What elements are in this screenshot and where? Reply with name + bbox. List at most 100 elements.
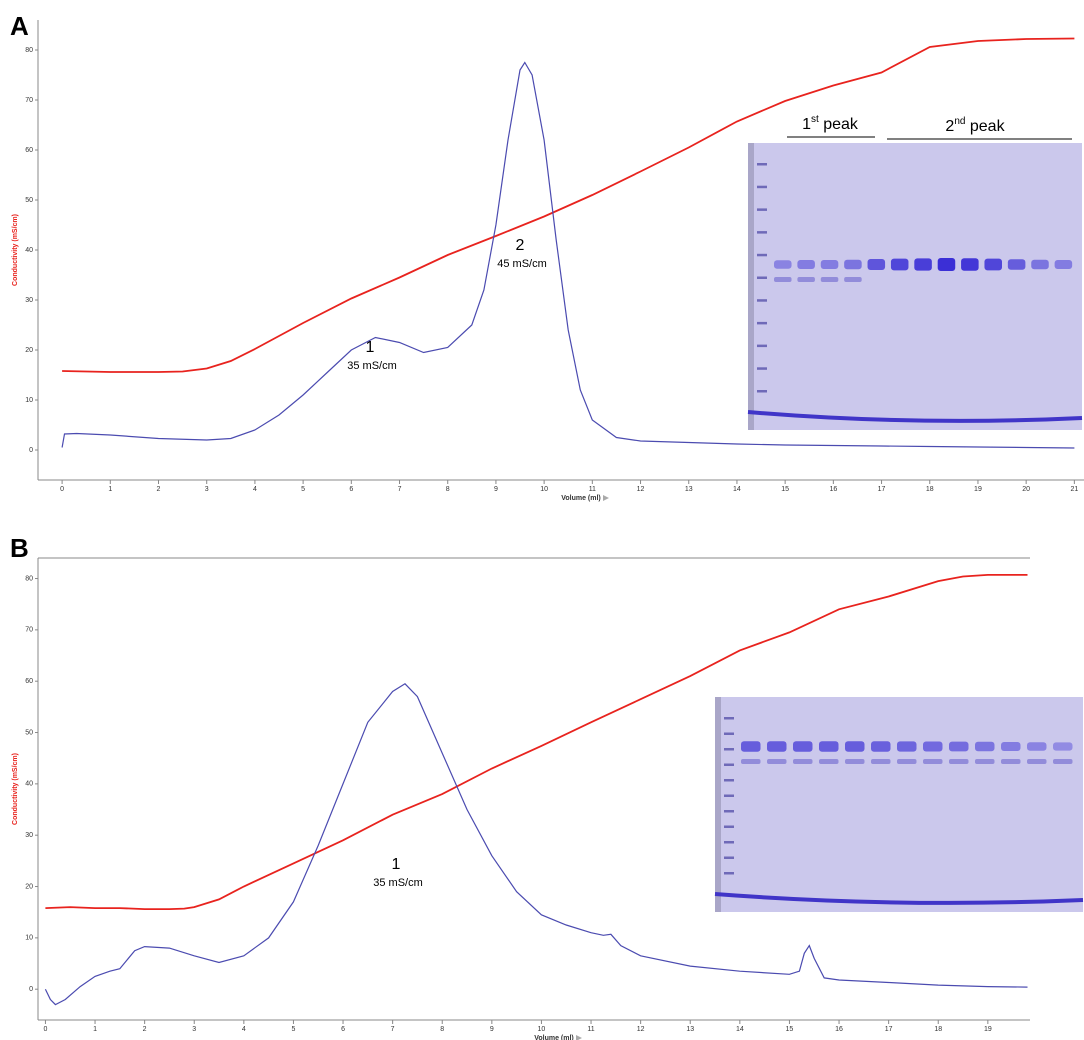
inset-label-part: 2: [945, 118, 954, 135]
y-tick-label: 80: [25, 575, 33, 582]
x-tick-label: 6: [341, 1026, 345, 1033]
x-tick-label: 16: [829, 486, 837, 493]
inset-label-part: nd: [954, 116, 965, 127]
protein-band: [845, 759, 865, 764]
ladder-band: [724, 872, 734, 875]
x-tick-label: 0: [60, 486, 64, 493]
ladder-band: [757, 367, 767, 370]
protein-band: [774, 260, 792, 269]
x-tick-label: 2: [157, 486, 161, 493]
panel-label: A: [10, 11, 29, 41]
inset-label-part: 1: [802, 116, 811, 133]
axis-arrow: [576, 1035, 582, 1040]
protein-band: [868, 259, 886, 270]
x-tick-label: 11: [587, 1026, 594, 1033]
protein-band: [1031, 260, 1049, 269]
peak-number: 1: [366, 339, 375, 356]
protein-band: [1055, 260, 1073, 269]
y-tick-label: 30: [25, 297, 33, 304]
x-tick-label: 7: [398, 486, 402, 493]
x-tick-label: 9: [490, 1026, 494, 1033]
protein-band: [767, 759, 787, 764]
inset-label: 2nd peak: [945, 116, 1005, 136]
peak-number: 1: [392, 856, 401, 873]
protein-band: [871, 759, 891, 764]
inset-label-part: peak: [965, 118, 1005, 135]
y-tick-label: 10: [25, 935, 33, 942]
x-tick-label: 1: [93, 1026, 97, 1033]
x-tick-label: 9: [494, 486, 498, 493]
protein-band: [844, 260, 862, 269]
protein-band: [938, 258, 956, 271]
ladder-band: [724, 826, 734, 829]
protein-band: [1008, 259, 1026, 270]
protein-band: [821, 277, 839, 282]
protein-band: [897, 759, 917, 764]
gel-image: [715, 697, 1083, 912]
ladder-band: [757, 254, 767, 256]
ladder-band: [757, 390, 767, 393]
ladder-band: [724, 841, 734, 844]
x-tick-label: 10: [538, 1026, 546, 1033]
x-tick-label: 17: [878, 486, 886, 493]
protein-band: [897, 741, 917, 751]
y-tick-label: 20: [25, 347, 33, 354]
ladder-band: [757, 299, 767, 302]
x-tick-label: 6: [349, 486, 353, 493]
x-tick-label: 18: [934, 1026, 942, 1033]
protein-band: [949, 759, 969, 764]
axis-arrow: [603, 495, 609, 501]
protein-band: [891, 259, 909, 271]
gel-image: [748, 143, 1082, 430]
inset-label-part: peak: [819, 116, 859, 133]
ladder-band: [724, 779, 734, 782]
x-tick-label: 14: [736, 1026, 744, 1033]
y-tick-label: 60: [25, 147, 33, 154]
x-axis-label: Volume (ml): [561, 495, 601, 502]
x-tick-label: 21: [1070, 486, 1078, 493]
ladder-band: [724, 795, 734, 798]
y-tick-label: 20: [25, 883, 33, 890]
ladder-band: [724, 717, 734, 720]
x-axis-label: Volume (ml): [534, 1035, 574, 1040]
x-tick-label: 2: [143, 1026, 147, 1033]
y-tick-label: 40: [25, 781, 33, 788]
protein-band: [1053, 759, 1073, 764]
protein-band: [774, 277, 792, 282]
x-tick-label: 10: [540, 486, 548, 493]
y-tick-label: 50: [25, 197, 33, 204]
x-tick-label: 13: [685, 486, 693, 493]
peak-conductivity: 45 mS/cm: [497, 258, 547, 270]
x-tick-label: 8: [440, 1026, 444, 1033]
inset-label: 1st peak: [802, 114, 859, 134]
protein-band: [949, 742, 969, 752]
gel-edge: [748, 143, 754, 430]
protein-band: [923, 759, 943, 764]
y-tick-label: 60: [25, 678, 33, 685]
x-tick-label: 7: [391, 1026, 395, 1033]
x-tick-label: 20: [1022, 486, 1030, 493]
x-tick-label: 5: [291, 1026, 295, 1033]
protein-band: [767, 741, 787, 752]
peak-conductivity: 35 mS/cm: [373, 877, 423, 889]
y-tick-label: 40: [25, 247, 33, 254]
protein-band: [1001, 759, 1021, 764]
x-tick-label: 0: [43, 1026, 47, 1033]
x-tick-label: 19: [984, 1026, 992, 1033]
ladder-band: [724, 810, 734, 813]
y-tick-label: 0: [29, 447, 33, 454]
x-tick-label: 12: [637, 1026, 645, 1033]
ladder-band: [757, 345, 767, 348]
y-tick-label: 70: [25, 627, 33, 634]
protein-band: [845, 741, 865, 752]
ladder-band: [724, 857, 734, 860]
ladder-band: [757, 163, 767, 166]
protein-band: [819, 741, 839, 752]
x-tick-label: 8: [446, 486, 450, 493]
protein-band: [914, 258, 932, 270]
peak-number: 2: [516, 237, 525, 254]
x-tick-label: 3: [192, 1026, 196, 1033]
panel-label: B: [10, 533, 29, 563]
chart: A010203040506070800123456789101112131415…: [0, 0, 1084, 1040]
protein-band: [844, 277, 862, 282]
